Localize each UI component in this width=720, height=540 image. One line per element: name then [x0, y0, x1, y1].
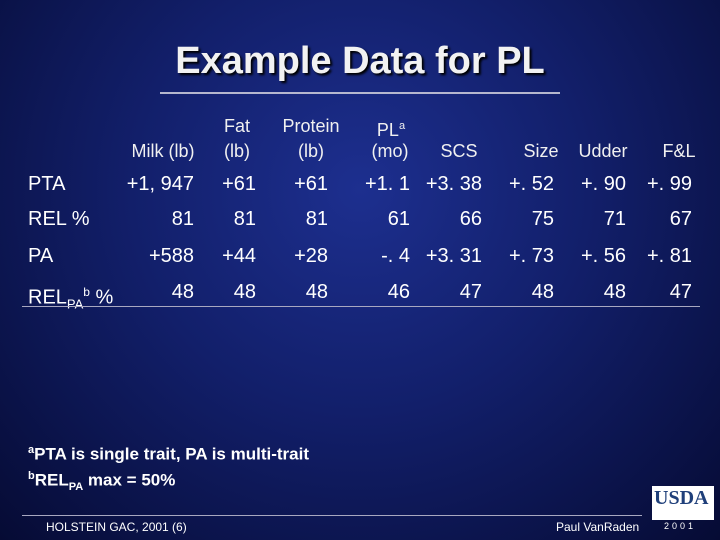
row-label-pta: PTA	[28, 173, 66, 195]
relpa-scs: 47	[459, 281, 482, 303]
row-label-rel: REL %	[28, 208, 90, 230]
header-fat-line1: Fat	[223, 116, 250, 136]
rel-size: 75	[531, 208, 554, 230]
pa-fl: +. 81	[646, 245, 692, 267]
footer-author: Paul VanRaden	[556, 520, 640, 534]
footnote-b: bRELPA max = 50%	[28, 470, 176, 494]
pa-scs: +3. 31	[425, 245, 482, 267]
relpa-protein: 48	[305, 281, 328, 303]
rel-udder: 71	[603, 208, 626, 230]
pta-milk: +1, 947	[126, 173, 194, 195]
relpa-size: 48	[531, 281, 554, 303]
relpa-milk: 48	[171, 281, 194, 303]
header-scs: SCS	[440, 141, 478, 161]
header-protein-line2: (lb)	[298, 141, 324, 161]
pa-protein: +28	[294, 245, 328, 267]
slide-title: Example Data for PL	[175, 40, 545, 82]
pta-udder: +. 90	[580, 173, 626, 195]
header-udder: Udder	[578, 141, 628, 161]
rel-scs: 66	[459, 208, 482, 230]
pta-protein: +61	[294, 173, 328, 195]
relpa-udder: 48	[603, 281, 626, 303]
pa-size: +. 73	[508, 245, 554, 267]
logo-year: 2001	[664, 521, 697, 531]
title-divider	[160, 92, 560, 94]
pa-fat: +44	[222, 245, 256, 267]
header-fat-line2: (lb)	[224, 141, 250, 161]
pta-fat: +61	[222, 173, 256, 195]
footnote-a: aPTA is single trait, PA is multi-trait	[28, 444, 309, 464]
rel-fat: 81	[233, 208, 256, 230]
footer-rule	[22, 515, 642, 516]
header-pl-line2: (mo)	[371, 141, 409, 161]
pa-udder: +. 56	[580, 245, 626, 267]
rel-pl: 61	[387, 208, 410, 230]
header-size: Size	[523, 141, 559, 161]
pa-milk: +588	[148, 245, 194, 267]
pta-size: +. 52	[508, 173, 554, 195]
header-protein-line1: Protein	[282, 116, 340, 136]
rel-milk: 81	[171, 208, 194, 230]
pta-scs: +3. 38	[425, 173, 482, 195]
rel-fl: 67	[669, 208, 692, 230]
row-label-pa: PA	[28, 245, 54, 267]
header-pl-line1: PLa	[376, 120, 406, 140]
usda-logo-text: USDA	[654, 487, 709, 509]
pta-fl: +. 99	[646, 173, 692, 195]
rel-protein: 81	[305, 208, 328, 230]
header-milk: Milk (lb)	[131, 141, 195, 161]
footer-source: HOLSTEIN GAC, 2001 (6)	[46, 520, 187, 534]
usda-logo	[652, 486, 714, 520]
relpa-pl: 46	[387, 281, 410, 303]
table-bottom-rule	[22, 306, 700, 307]
relpa-fat: 48	[233, 281, 256, 303]
pta-pl: +1. 1	[364, 173, 410, 195]
pa-pl: -. 4	[381, 245, 410, 267]
relpa-fl: 47	[669, 281, 692, 303]
header-fl: F&L	[662, 141, 696, 161]
row-label-relpa: RELPAb %	[28, 285, 114, 312]
